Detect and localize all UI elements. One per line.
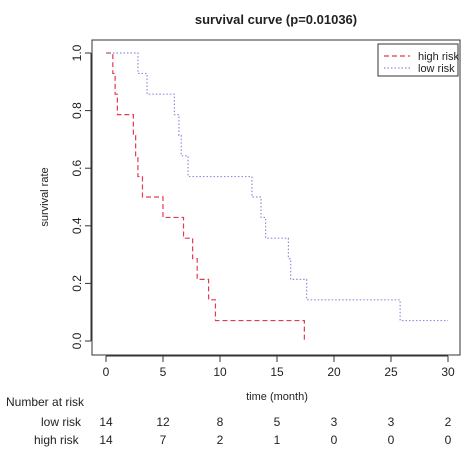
risk-table-cell: 2 [216, 433, 224, 447]
risk-table-cell: 1 [273, 433, 281, 447]
risk-table-title: Number at risk [6, 395, 85, 409]
legend-box [377, 43, 459, 77]
x-tick-label: 5 [160, 365, 167, 379]
risk-table-cell: 14 [99, 433, 113, 447]
plot-frame [91, 39, 461, 356]
y-tick-label: 0.2 [70, 275, 84, 292]
y-tick-label: 0.4 [70, 217, 84, 234]
y-tick-label: 0.6 [70, 160, 84, 177]
y-tick-label: 0.0 [70, 332, 84, 349]
risk-table-cell: 8 [216, 415, 224, 429]
x-tick-label: 30 [441, 365, 455, 379]
y-tick-label: 0.8 [70, 102, 84, 119]
series-line-low-risk [106, 52, 448, 322]
y-tick-label: 1.0 [70, 44, 84, 61]
x-tick-label: 20 [327, 365, 341, 379]
x-tick-label: 15 [270, 365, 284, 379]
risk-table-cell: 3 [387, 415, 395, 429]
x-tick-label: 10 [213, 365, 227, 379]
risk-table-cell: 0 [387, 433, 395, 447]
risk-table-cell: 2 [444, 415, 452, 429]
series-line-high-risk [106, 52, 305, 341]
risk-table-cell: 14 [99, 415, 113, 429]
chart-title: survival curve (p=0.01036) [195, 12, 357, 27]
risk-row-label-low: low risk [41, 415, 82, 429]
x-tick-label: 0 [103, 365, 110, 379]
risk-table-cell: 12 [156, 415, 170, 429]
x-axis-label: time (month) [246, 391, 308, 403]
risk-table-cell: 7 [159, 433, 167, 447]
risk-table-cell: 0 [444, 433, 452, 447]
risk-table-cell: 3 [330, 415, 338, 429]
risk-table-cell: 5 [273, 415, 281, 429]
legend-label: high risk [418, 51, 459, 63]
y-axis-label: survival rate [39, 167, 51, 226]
risk-row-label-high: high risk [34, 433, 79, 447]
legend-label: low risk [418, 63, 455, 75]
x-tick-label: 25 [384, 365, 398, 379]
risk-table-cell: 0 [330, 433, 338, 447]
